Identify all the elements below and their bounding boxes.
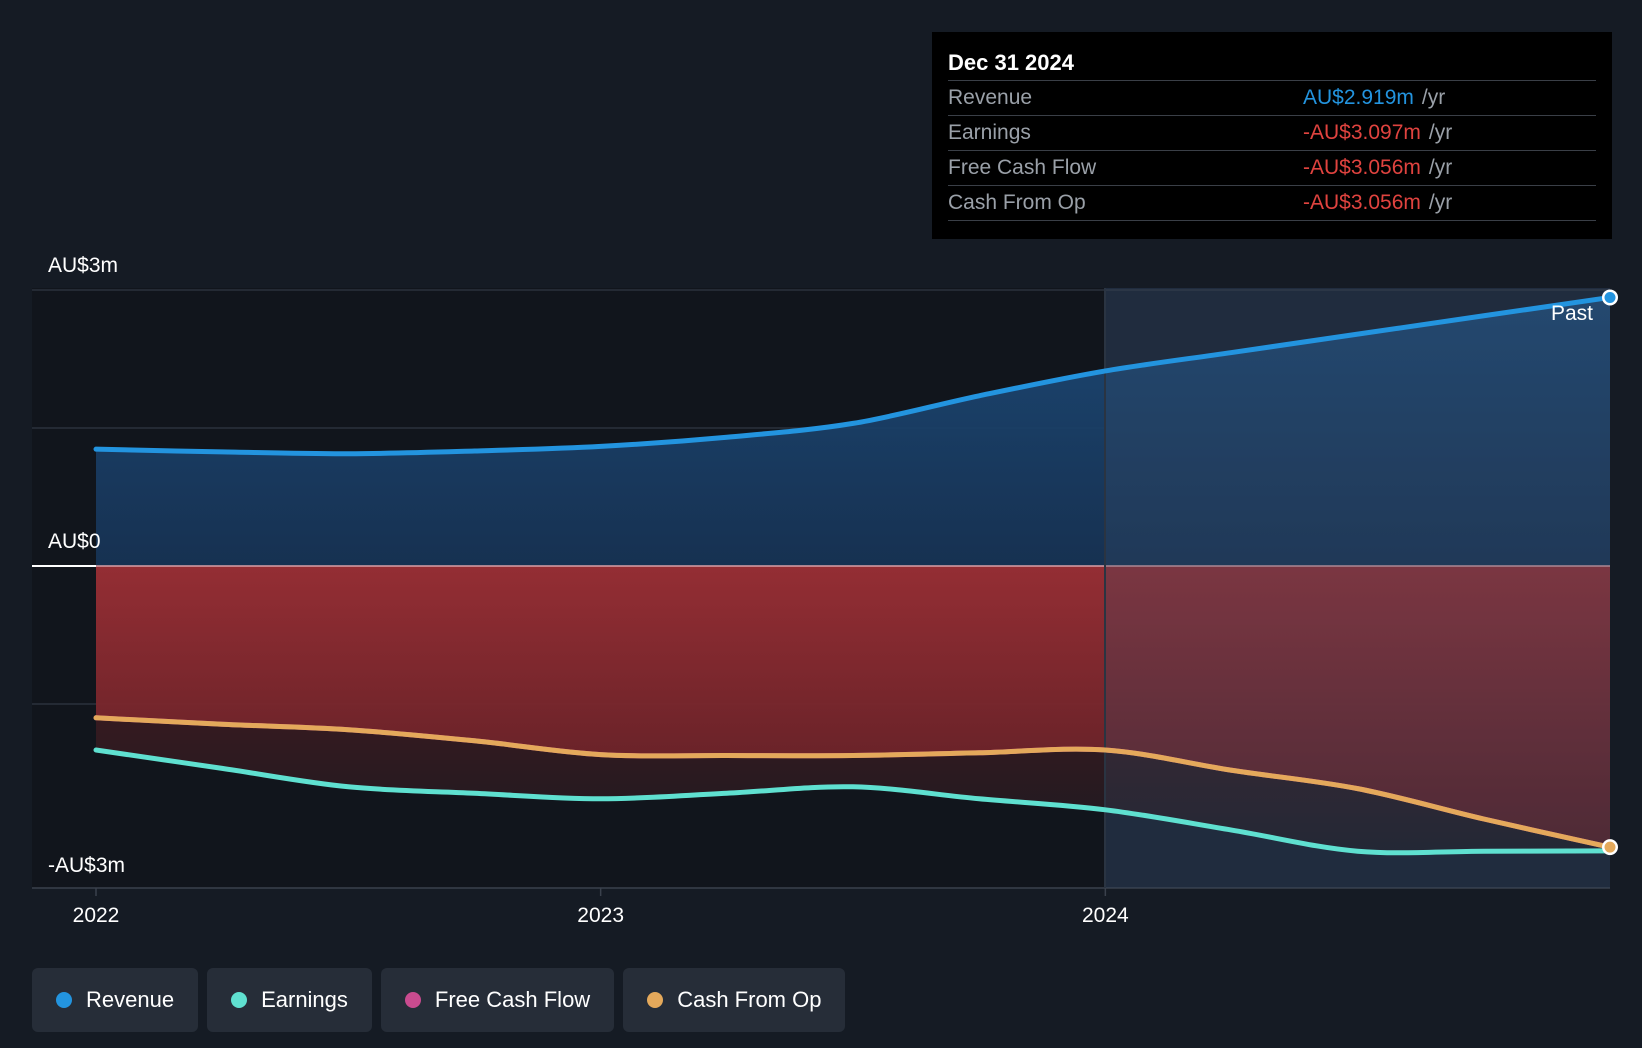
tooltip-row: Revenue AU$2.919m/yr [948,81,1596,116]
legend-label: Free Cash Flow [434,987,591,1012]
tooltip-value: -AU$3.097m [1303,121,1421,144]
y-label-top: AU$3m [48,254,118,277]
past-label: Past [1551,302,1593,325]
axis-labels: AU$3m AU$0 -AU$3m Past [48,254,1593,877]
tooltip-value: -AU$3.056m [1303,156,1421,179]
x-axis-ticks: 2022 2023 2024 [73,888,1129,927]
cash-from-op-line [93,715,1613,850]
legend-label: Cash From Op [677,987,822,1012]
legend-label: Revenue [86,987,175,1012]
tooltip-unit: /yr [1428,191,1453,214]
legend-dot-icon [404,992,421,1008]
y-label-zero: AU$0 [48,530,101,553]
tooltip-value: -AU$3.056m [1303,191,1421,214]
cash-from-op-end-marker [1604,841,1616,853]
revenue-line [93,294,1613,457]
legend-earnings-button[interactable]: Earnings [207,968,372,1032]
revenue-end-marker [1604,291,1616,303]
tooltip-unit: /yr [1421,86,1446,109]
legend-dot-icon [56,992,72,1008]
tooltip-unit: /yr [1428,121,1453,144]
x-tick-label-2022: 2022 [73,904,120,927]
tooltip-label: Revenue [948,86,1033,109]
revenue-area [96,297,1610,566]
series-lines [93,294,1613,856]
legend-dot-icon [647,992,664,1008]
tooltip-date: Dec 31 2024 [948,46,1596,81]
legend-revenue-button[interactable]: Revenue [32,968,199,1032]
forecast-overlay [1105,288,1610,888]
legend-dot-icon [231,992,248,1008]
cash-from-op-area [96,566,1610,848]
tooltip-row: Free Cash Flow -AU$3.056m/yr [948,151,1596,186]
y-label-bottom: -AU$3m [48,854,125,877]
legend-label: Earnings [261,987,348,1012]
legend: Revenue Earnings Free Cash Flow Cash From O… [32,968,846,1032]
tooltip-unit: /yr [1428,156,1453,179]
tooltip-row: Cash From Op -AU$3.056m/yr [948,186,1596,221]
data-tooltip: Dec 31 2024 Revenue AU$2.919m/yr Earnings -… [932,32,1612,239]
legend-free-cash-flow-button[interactable]: Free Cash Flow [380,968,615,1032]
tooltip-label: Earnings [948,121,1031,144]
tooltip-label: Cash From Op [948,191,1086,214]
tooltip-value: AU$2.919m [1303,86,1414,109]
tooltip-row: Earnings -AU$3.097m/yr [948,116,1596,151]
x-tick-label-2023: 2023 [577,904,624,927]
x-tick-label-2024: 2024 [1082,904,1129,927]
legend-cash-from-op-button[interactable]: Cash From Op [623,968,846,1032]
earnings-line [93,747,1613,856]
tooltip-label: Free Cash Flow [948,156,1097,179]
end-markers [1602,289,1618,856]
